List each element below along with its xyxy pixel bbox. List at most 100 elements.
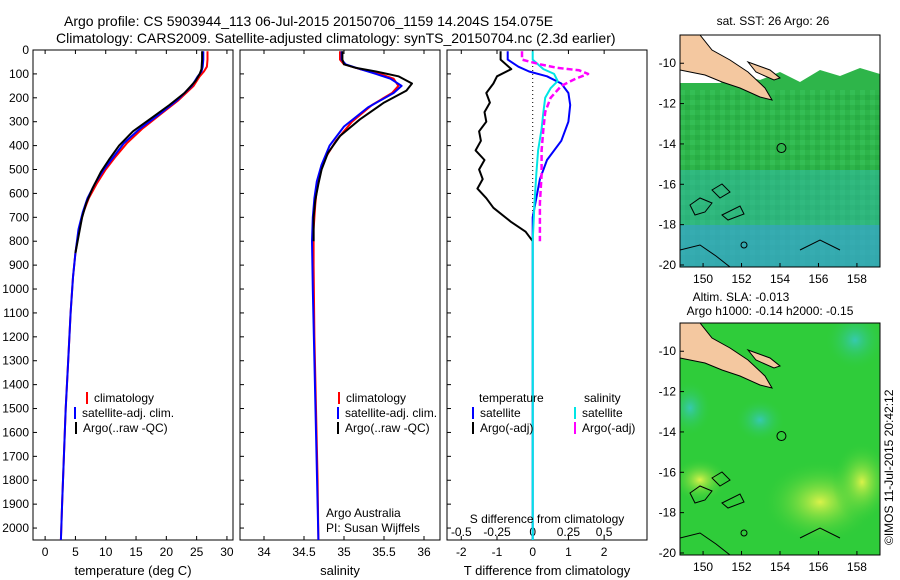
s-diff-tick-label: 0.5: [596, 525, 613, 539]
series-climatology: [312, 51, 400, 541]
x-tick-label: 0: [529, 545, 536, 559]
lat-tick-label: -16: [659, 465, 677, 479]
lat-tick-label: -10: [659, 344, 677, 358]
depth-tick-label: 0: [22, 43, 29, 57]
series-salinity-satellite: [531, 51, 559, 540]
x-tick-label: 2: [601, 545, 608, 559]
sst-argo-marker: [776, 143, 787, 154]
depth-tick-label: 400: [9, 139, 29, 153]
legend-label-climatology: climatology: [346, 391, 406, 405]
x-tick-label: 35.5: [372, 545, 396, 559]
legend-label-climatology: climatology: [94, 391, 154, 405]
sla-cyan-patch-2: [735, 398, 785, 442]
credit-text: ©IMOS 11-Jul-2015 20:42:12: [882, 389, 896, 545]
s-diff-tick-label: 0.25: [557, 525, 581, 539]
salinity-x-axis: 34 34.5 35 35.5 36: [257, 50, 431, 559]
annotation-line2: PI: Susan Wijffels: [326, 521, 420, 535]
depth-axis: 0 100 200 300 400 500 600 700 800 900 1000 1100 1200…: [2, 43, 451, 535]
lat-tick-label: -18: [659, 218, 677, 232]
lon-tick-label: 150: [693, 560, 713, 574]
sla-contours: [680, 527, 841, 555]
x-tick-label: 34.5: [292, 545, 316, 559]
series-satellite-adj-clim: [311, 51, 403, 541]
depth-tick-label: 1400: [2, 378, 29, 392]
depth-tick-label: 1800: [2, 473, 29, 487]
s-diff-tick-label: -0.5: [451, 525, 472, 539]
lat-tick-label: -20: [659, 258, 677, 272]
legend-label-argo: Argo(..raw -QC): [345, 421, 430, 435]
sla-map-subtitle: Argo h1000: -0.14 h2000: -0.15: [687, 304, 854, 318]
salinity-panel: [239, 49, 441, 541]
x-tick-label: 25: [190, 545, 204, 559]
lon-tick-label: 152: [732, 272, 752, 286]
legend-group-temperature: temperature: [479, 391, 544, 405]
lon-tick-label: 158: [847, 560, 867, 574]
x-tick-label: 10: [99, 545, 113, 559]
x-tick-label: 5: [72, 545, 79, 559]
legend-label-s-satellite: satellite: [582, 406, 623, 420]
sst-cold-band: [680, 225, 880, 267]
legend-label-satellite: satellite-adj. clim.: [345, 406, 437, 420]
salinity-curves: [311, 51, 413, 541]
sst-land-new-guinea: [680, 35, 774, 101]
lon-tick-label: 158: [847, 272, 867, 286]
temperature-x-label: temperature (deg C): [74, 563, 191, 578]
s-difference-label: S difference from climatology: [470, 512, 625, 526]
sst-map-field: [680, 35, 880, 267]
sla-map-title: Altim. SLA: -0.013: [693, 290, 790, 304]
depth-tick-label: 700: [9, 210, 29, 224]
sst-map-axes: 150 152 154 156 158 -10 -12 -14 -16 -18 -20: [659, 56, 868, 286]
sst-map-title: sat. SST: 26 Argo: 26: [717, 14, 830, 28]
annotation-line1: Argo Australia: [326, 506, 401, 520]
sla-yellow-patch-2: [832, 442, 880, 522]
legend-label-t-satellite: satellite: [480, 406, 521, 420]
lon-tick-label: 156: [808, 560, 828, 574]
depth-tick-label: 1200: [2, 330, 29, 344]
lon-tick-label: 156: [808, 272, 828, 286]
lon-tick-label: 152: [732, 560, 752, 574]
sst-reef-2: [711, 183, 731, 199]
lat-tick-label: -16: [659, 177, 677, 191]
lon-tick-label: 154: [770, 272, 790, 286]
x-tick-label: -2: [456, 545, 467, 559]
sla-small-reef: [740, 529, 748, 537]
header-line1: Argo profile: CS 5903944_113 06-Jul-2015…: [64, 13, 553, 29]
sla-reef-2: [711, 471, 731, 487]
depth-tick-label: 500: [9, 163, 29, 177]
x-tick-label: 34: [257, 545, 271, 559]
lat-tick-label: -20: [659, 546, 677, 560]
depth-tick-label: 1900: [2, 497, 29, 511]
lat-tick-label: -14: [659, 137, 677, 151]
temperature-legend: climatology satellite-adj. clim. Argo(..…: [74, 391, 174, 435]
s-difference-x-axis: -0.5 -0.25 0 0.25 0.5: [451, 525, 613, 539]
depth-tick-label: 1700: [2, 449, 29, 463]
t-difference-label: T difference from climatology: [464, 563, 631, 578]
sla-argo-marker: [776, 431, 787, 442]
sla-map-field: [680, 323, 880, 555]
x-tick-label: 30: [220, 545, 234, 559]
legend-label-satellite: satellite-adj. clim.: [82, 406, 174, 420]
depth-tick-label: 200: [9, 91, 29, 105]
sst-land-islands: [746, 60, 782, 81]
series-climatology: [59, 51, 209, 541]
depth-tick-label: 1100: [3, 306, 29, 320]
difference-panel: [446, 49, 648, 541]
salinity-x-label: salinity: [320, 563, 360, 578]
lat-tick-label: -12: [659, 97, 677, 111]
sla-map-axes: 150 152 154 156 158 -10 -12 -14 -16 -18 -20: [659, 344, 868, 574]
temperature-panel: [32, 49, 234, 541]
sla-land-islands: [746, 348, 782, 369]
depth-tick-label: 1500: [2, 402, 29, 416]
sla-reef-1: [689, 485, 713, 504]
sla-cyan-patch-1: [680, 380, 712, 436]
x-tick-label: 1: [565, 545, 572, 559]
depth-tick-label: 600: [9, 186, 29, 200]
series-temperature-satellite: [506, 51, 572, 540]
series-temperature-argo-adj: [474, 51, 534, 242]
sst-reef-3: [721, 205, 745, 221]
lat-tick-label: -14: [659, 425, 677, 439]
sla-land-new-guinea: [680, 323, 774, 389]
difference-legend: temperature salinity satellite Argo(-adj…: [472, 391, 635, 435]
lon-tick-label: 154: [770, 560, 790, 574]
